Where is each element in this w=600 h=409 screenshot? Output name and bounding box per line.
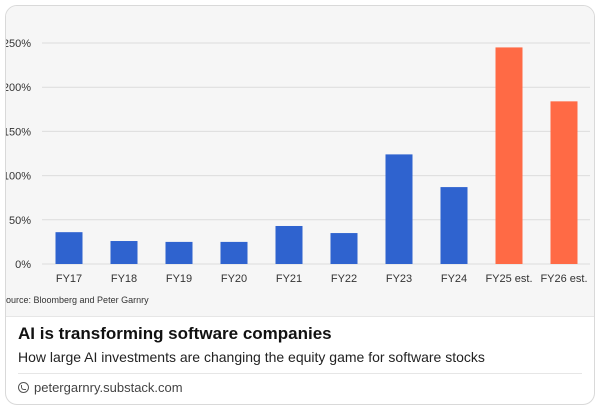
card-title[interactable]: AI is transforming software companies <box>18 324 332 343</box>
y-tick-label: 200% <box>6 82 31 94</box>
y-tick-label: 0% <box>15 259 31 271</box>
bar <box>110 241 138 264</box>
x-tick-label: FY25 est. <box>485 273 532 285</box>
bar <box>495 47 523 264</box>
y-tick-label: 250% <box>6 38 31 50</box>
x-tick-label: FY22 <box>331 273 357 285</box>
x-tick-label: FY24 <box>441 273 467 285</box>
bar <box>55 232 83 264</box>
x-tick-label: FY18 <box>111 273 137 285</box>
bar <box>550 101 578 265</box>
y-tick-label: 50% <box>9 215 31 227</box>
x-tick-label: FY21 <box>276 273 302 285</box>
bar <box>440 187 468 264</box>
bar-chart: 0% 50% 100% 150% 200% 250% FY17 FY18 FY19 FY20 FY2… <box>6 38 590 285</box>
x-tick-label: FY26 est. <box>540 273 587 285</box>
divider <box>6 316 594 317</box>
x-tick-label: FY20 <box>221 273 247 285</box>
link-icon <box>18 382 29 393</box>
y-tick-label: 150% <box>6 126 31 138</box>
bar <box>385 154 413 264</box>
link-preview-card[interactable]: 0% 50% 100% 150% 200% 250% FY17 FY18 FY19 FY20 FY2… <box>5 5 595 405</box>
y-tick-label: 100% <box>6 171 31 183</box>
bar <box>275 225 303 264</box>
chart-image: 0% 50% 100% 150% 200% 250% FY17 FY18 FY19 FY20 FY2… <box>6 6 594 316</box>
bar <box>165 241 193 264</box>
chart-source: ource: Bloomberg and Peter Garnry <box>6 295 149 305</box>
divider <box>18 373 582 374</box>
card-subtitle: How large AI investments are changing th… <box>18 349 485 365</box>
bar <box>330 233 358 264</box>
x-tick-label: FY19 <box>166 273 192 285</box>
card-footer[interactable]: petergarnry.substack.com <box>18 380 183 395</box>
bar <box>220 241 248 264</box>
card-domain[interactable]: petergarnry.substack.com <box>34 380 183 395</box>
x-tick-label: FY23 <box>386 273 412 285</box>
x-tick-label: FY17 <box>56 273 82 285</box>
